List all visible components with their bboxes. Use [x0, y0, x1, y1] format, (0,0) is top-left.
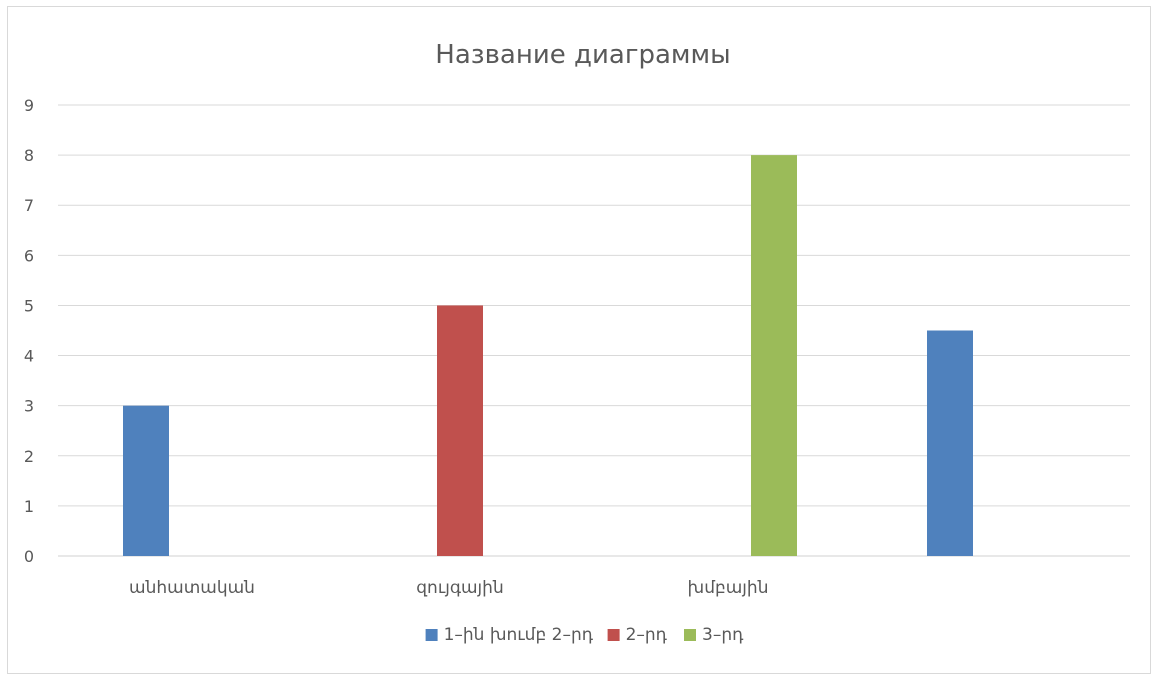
y-tick-label: 3 — [24, 397, 34, 416]
bar — [437, 305, 483, 556]
legend: 1–ին խումբ 2–րդ 2–րդ 3–րդ — [425, 625, 744, 645]
y-tick-label: 0 — [24, 547, 34, 566]
y-tick-label: 1 — [24, 497, 34, 516]
x-tick-label: զույգային — [416, 578, 503, 598]
y-tick-label: 9 — [24, 96, 34, 115]
bars — [123, 155, 973, 556]
chart-area — [7, 6, 1151, 674]
x-tick-label: խմբային — [688, 578, 769, 598]
bar — [751, 155, 797, 556]
y-tick-label: 6 — [24, 246, 34, 265]
y-tick-label: 8 — [24, 146, 34, 165]
chart-title: Название диаграммы — [435, 40, 730, 70]
legend-swatch — [607, 629, 620, 641]
bar — [927, 330, 973, 556]
x-axis-ticks: անհատական զույգային խմբային — [129, 578, 768, 598]
bar — [123, 405, 169, 556]
y-tick-label: 5 — [24, 296, 34, 315]
y-tick-label: 7 — [24, 196, 34, 215]
legend-swatch — [425, 629, 438, 641]
legend-label: 3–րդ — [702, 625, 744, 645]
legend-swatch — [684, 629, 696, 641]
y-tick-label: 4 — [24, 347, 34, 366]
legend-label: 2–րդ — [626, 625, 668, 645]
y-tick-label: 2 — [24, 447, 34, 466]
x-tick-label: անհատական — [129, 578, 255, 598]
y-axis-ticks: 0 1 2 3 4 5 6 7 8 9 — [24, 96, 34, 566]
legend-label: 1–ին խումբ 2–րդ — [444, 625, 594, 645]
